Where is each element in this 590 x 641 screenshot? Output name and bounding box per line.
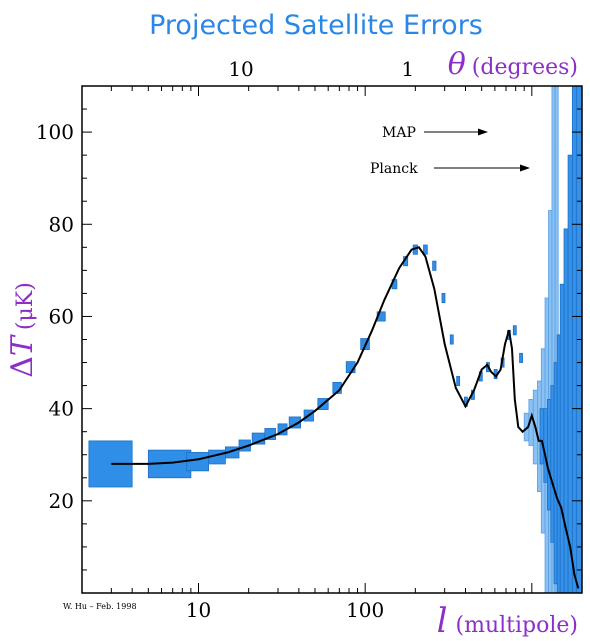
- planck-annotation: Planck: [370, 161, 418, 177]
- y-tick-label: 40: [49, 397, 74, 421]
- top-tick-label: 10: [228, 57, 253, 81]
- x-axis-unit: (multipole): [456, 613, 579, 638]
- top-axis-unit: (degrees): [472, 55, 578, 80]
- data-point-box: [186, 452, 210, 472]
- data-point-box: [423, 244, 428, 255]
- credit-text: W. Hu – Feb. 1998: [63, 602, 137, 611]
- data-point-box: [432, 260, 437, 271]
- data-point-box: [519, 352, 523, 363]
- data-point-box: [456, 375, 461, 386]
- planck-error-band: [567, 154, 573, 593]
- planck-error-band: [539, 408, 545, 465]
- annotations-group: MAP Planck: [370, 125, 530, 177]
- planck-error-band: [571, 86, 577, 593]
- y-tick-label: 80: [49, 212, 74, 236]
- data-point-box: [449, 334, 454, 345]
- x-axis-label: l (multipole): [437, 601, 578, 641]
- data-point-box: [512, 325, 517, 336]
- map-arrow-head: [478, 128, 488, 136]
- y-axis-unit: (μK): [13, 282, 38, 330]
- top-tick-label: 1: [401, 57, 414, 81]
- x-tick-label: 100: [346, 598, 384, 622]
- chart-title: Projected Satellite Errors: [149, 10, 483, 41]
- y-tick-label: 60: [49, 304, 74, 328]
- planck-error-band: [559, 283, 565, 593]
- data-point-box: [288, 416, 302, 429]
- x-tick-label: 10: [186, 598, 211, 622]
- data-points-group: [88, 244, 523, 488]
- planck-arrow-head: [520, 164, 530, 172]
- y-axis-label: ΔT (μK): [5, 282, 40, 378]
- map-annotation: MAP: [382, 125, 416, 141]
- y-axis-symbol: T: [5, 334, 40, 356]
- planck-error-band: [546, 399, 552, 511]
- axis-ticks-group: [81, 85, 583, 594]
- data-point-box: [441, 293, 446, 304]
- planck-error-band: [553, 362, 558, 585]
- y-axis-delta: Δ: [5, 356, 40, 378]
- y-tick-label: 100: [36, 120, 74, 144]
- top-axis-symbol: θ: [448, 47, 466, 82]
- x-axis-symbol: l: [437, 601, 448, 641]
- error-bands-group: [523, 86, 582, 593]
- plot-area: [81, 85, 583, 594]
- planck-error-band: [550, 385, 555, 543]
- y-tick-label: 20: [49, 489, 74, 513]
- planck-error-band: [543, 408, 548, 483]
- theory-curve: [111, 246, 580, 589]
- top-axis-label: θ (degrees): [448, 47, 578, 82]
- planck-error-band: [556, 334, 561, 593]
